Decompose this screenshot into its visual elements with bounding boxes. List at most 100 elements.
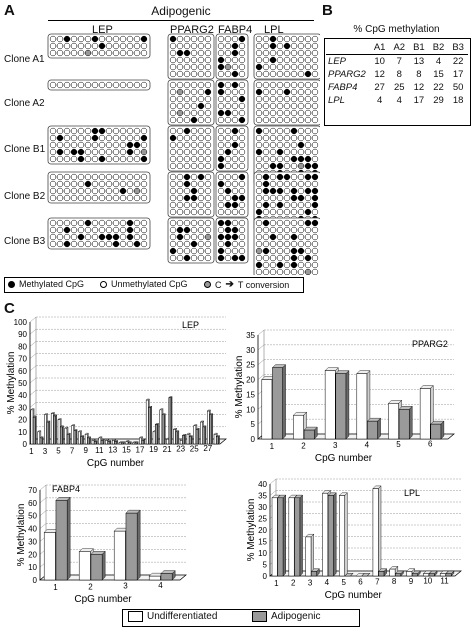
cpg-site: [91, 194, 99, 202]
cpg-site: [276, 155, 284, 163]
cpg-site: [176, 88, 184, 96]
cpg-site: [311, 187, 319, 195]
cpg-site: [98, 42, 106, 50]
cpg-site: [276, 187, 284, 195]
cpg-site: [290, 180, 298, 188]
cpg-site: [169, 56, 177, 64]
cpg-site: [311, 56, 319, 64]
cpg-site: [126, 233, 134, 241]
cpg-site: [290, 148, 298, 156]
gridline-side: [29, 341, 37, 347]
cpg-site: [304, 268, 312, 275]
cpg-site: [304, 70, 312, 78]
cpg-site: [255, 127, 263, 135]
cpg-site: [140, 233, 148, 241]
cpg-site: [297, 173, 305, 181]
bar: [324, 370, 336, 440]
cpg-site: [169, 194, 177, 202]
cpg-site: [311, 173, 319, 181]
cpg-site: [140, 240, 148, 248]
cpg-site: [276, 247, 284, 255]
cpg-site: [238, 56, 246, 64]
chart-title: LPL: [404, 488, 420, 498]
cpg-site: [140, 134, 148, 142]
cpg-site: [283, 208, 291, 216]
cpg-site: [224, 134, 232, 142]
cpg-site: [290, 162, 298, 170]
y-tick-label: 35: [258, 492, 267, 501]
cpg-site: [169, 247, 177, 255]
cpg-site: [63, 180, 71, 188]
cpg-site: [304, 127, 312, 135]
gridline-side: [29, 377, 37, 384]
cpg-site: [311, 180, 319, 188]
bar: [271, 497, 278, 577]
cpg-site: [255, 219, 263, 227]
cpg-site: [183, 148, 191, 156]
cpg-site: [176, 56, 184, 64]
cpg-site: [311, 219, 319, 227]
bar: [53, 415, 56, 445]
cpg-site: [190, 201, 198, 209]
cpg-site: [217, 162, 225, 170]
cpg-site: [204, 42, 212, 50]
cpg-site: [311, 261, 319, 269]
cpg-site: [190, 63, 198, 71]
cpg-site: [283, 127, 291, 135]
cpg-site: [276, 240, 284, 248]
legend-methylated-label: Methylated CpG: [19, 279, 85, 289]
cpg-site: [119, 173, 127, 181]
cpg-site: [190, 148, 198, 156]
cpg-site: [49, 155, 57, 163]
cpg-site: [276, 173, 284, 181]
cpg-site: [224, 187, 232, 195]
cpg-site: [197, 208, 205, 216]
cpg-site: [91, 49, 99, 57]
cpg-site: [169, 173, 177, 181]
cpg-site: [140, 219, 148, 227]
cpg-site: [311, 63, 319, 71]
cpg-site: [176, 254, 184, 262]
cpg-site: [224, 141, 232, 149]
cpg-site: [238, 141, 246, 149]
cpg-site: [49, 240, 57, 248]
cpg-site: [84, 173, 92, 181]
bar: [322, 492, 329, 577]
cpg-site: [297, 208, 305, 216]
cpg-site: [183, 70, 191, 78]
cpg-site: [169, 187, 177, 195]
cpg-site: [217, 88, 225, 96]
cpg-site: [238, 148, 246, 156]
cpg-site: [304, 254, 312, 262]
cpg-site: [238, 70, 246, 78]
x-tick-label: 23: [176, 445, 185, 454]
cpg-site: [183, 109, 191, 117]
cpg-site: [217, 42, 225, 50]
bar: [395, 573, 402, 577]
cpg-site: [91, 226, 99, 234]
cpg-site: [276, 70, 284, 78]
cpg-site: [262, 102, 270, 110]
cpg-site: [197, 173, 205, 181]
cpg-site: [290, 247, 298, 255]
cpg-site: [304, 42, 312, 50]
cpg-site: [56, 194, 64, 202]
cpg-site: [84, 134, 92, 142]
bar: [182, 435, 185, 445]
x-tick-label: 1: [53, 583, 58, 592]
cpg-site: [70, 180, 78, 188]
cpg-site: [255, 254, 263, 262]
cell: 17: [452, 69, 464, 80]
cpg-site: [231, 155, 239, 163]
cpg-site: [176, 141, 184, 149]
cpg-site: [231, 95, 239, 103]
cpg-site: [217, 180, 225, 188]
cpg-site: [77, 219, 85, 227]
cpg-site: [176, 42, 184, 50]
cpg-site: [255, 95, 263, 103]
y-tick-label: 30: [258, 503, 267, 512]
cpg-site: [119, 42, 127, 50]
cpg-site: [91, 141, 99, 149]
cpg-site: [290, 254, 298, 262]
